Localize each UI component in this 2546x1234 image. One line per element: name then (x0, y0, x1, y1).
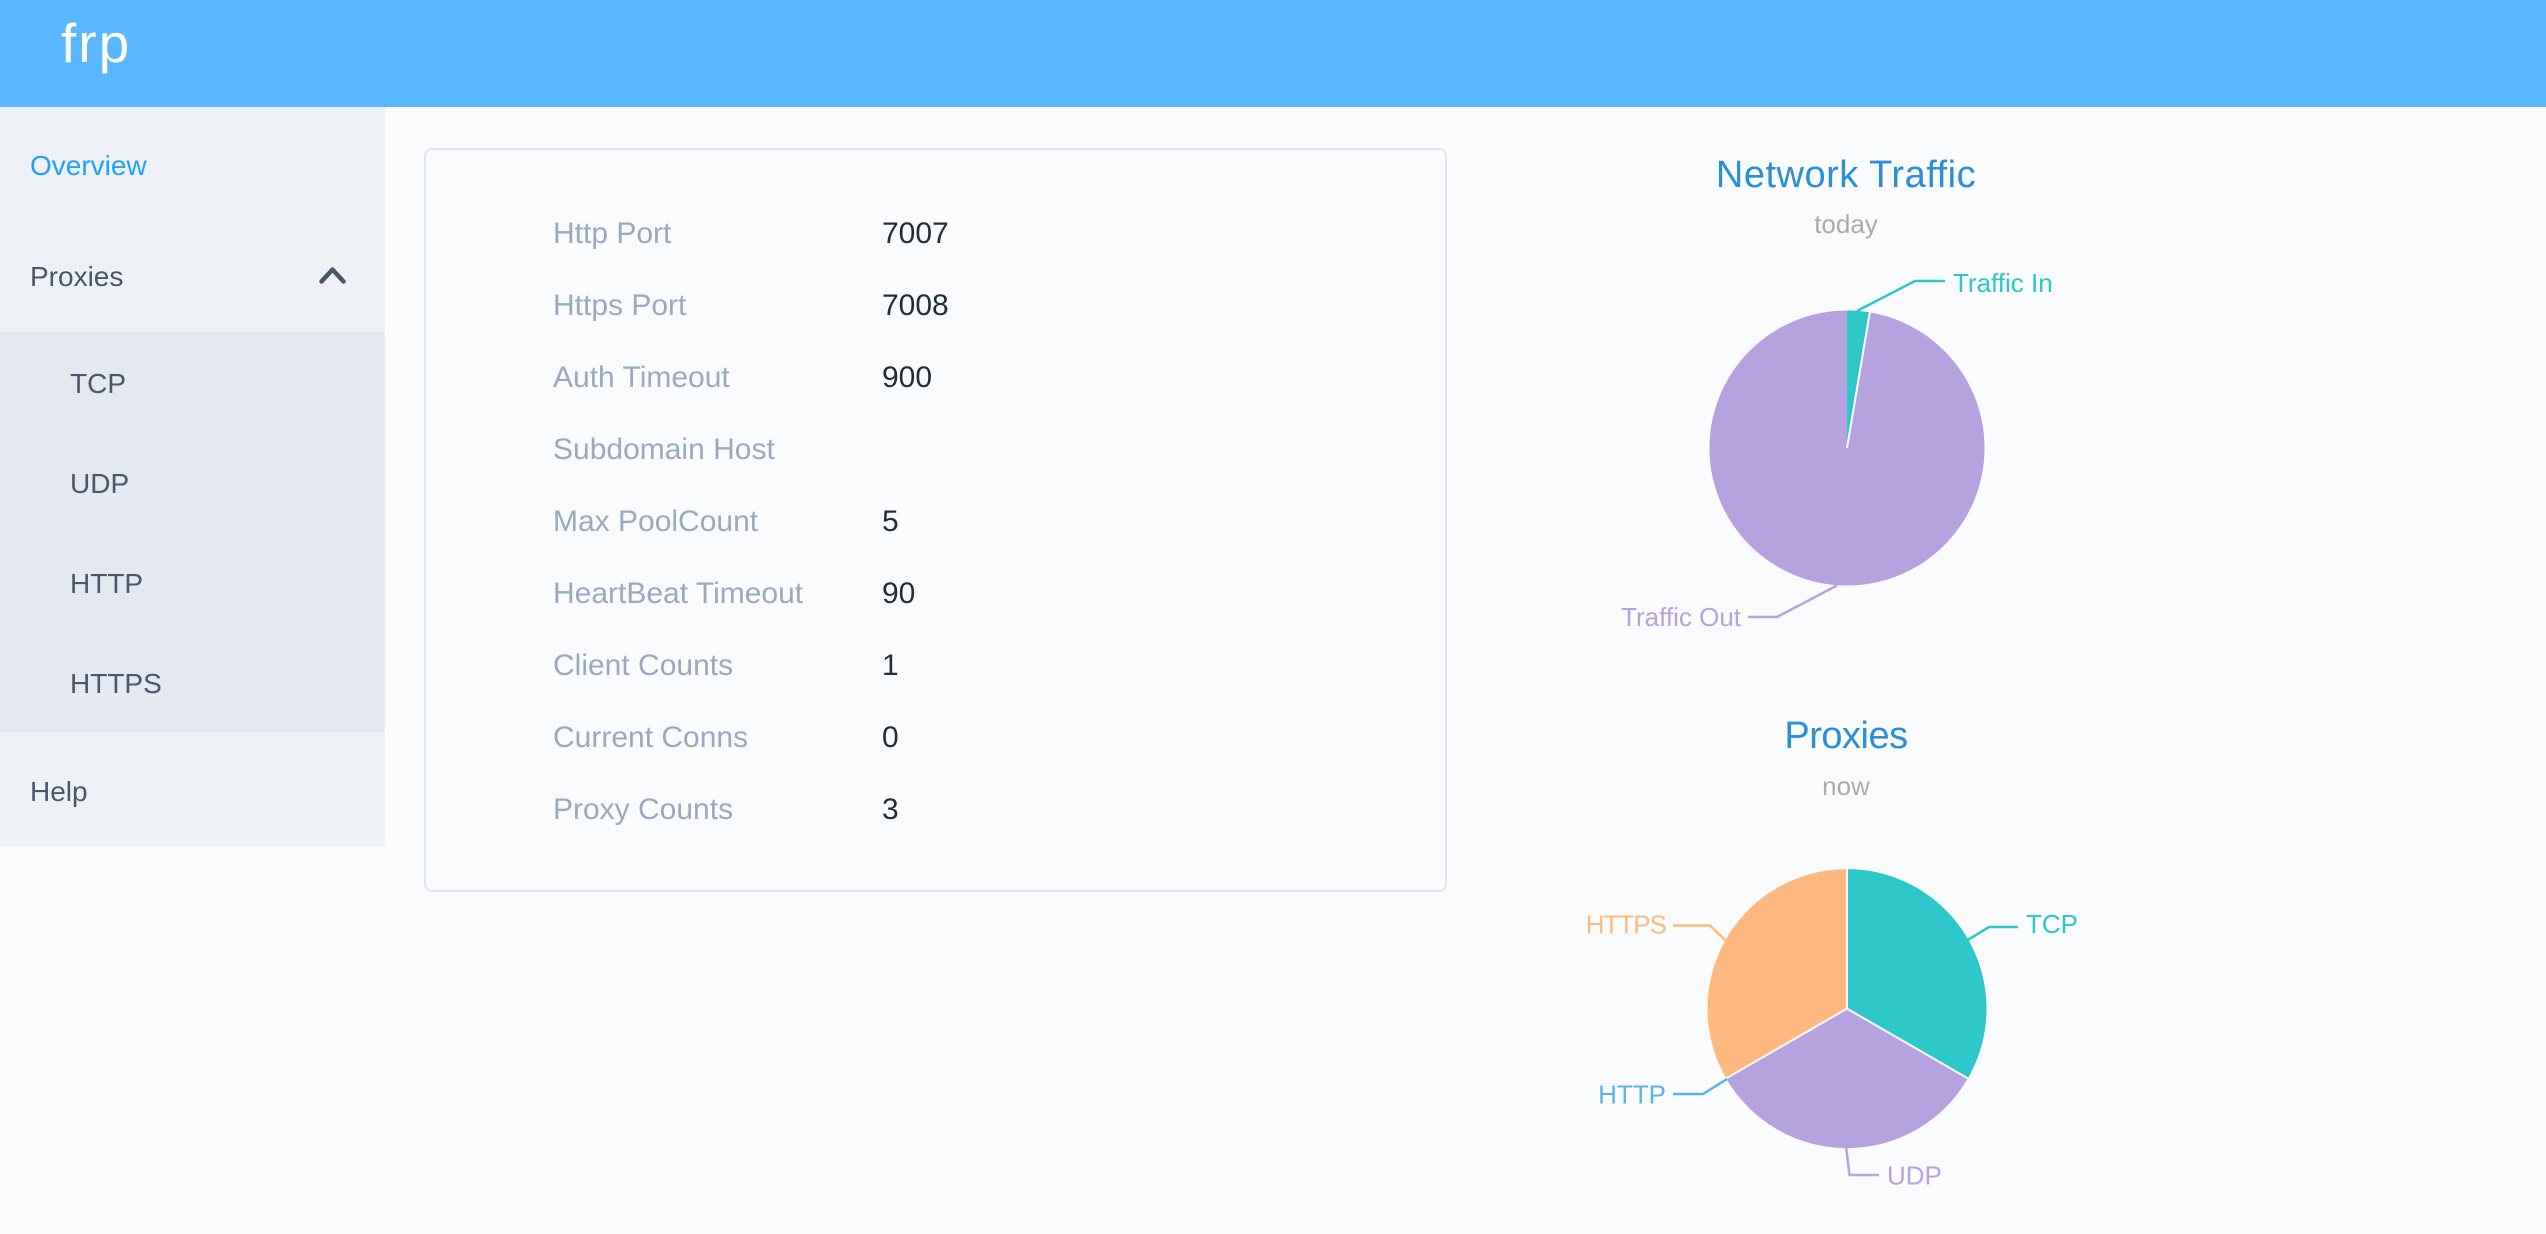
svg-text:Proxies: Proxies (1784, 715, 1907, 757)
svg-text:UDP: UDP (1887, 1160, 1942, 1190)
svg-text:today: today (1814, 209, 1878, 239)
svg-text:Traffic In: Traffic In (1953, 268, 2053, 298)
svg-text:now: now (1822, 771, 1870, 801)
svg-text:HTTP: HTTP (1598, 1080, 1666, 1110)
svg-text:TCP: TCP (2026, 909, 2078, 939)
svg-text:Network Traffic: Network Traffic (1716, 154, 1976, 196)
svg-text:Traffic Out: Traffic Out (1621, 602, 1742, 632)
svg-text:HTTPS: HTTPS (1586, 910, 1667, 940)
